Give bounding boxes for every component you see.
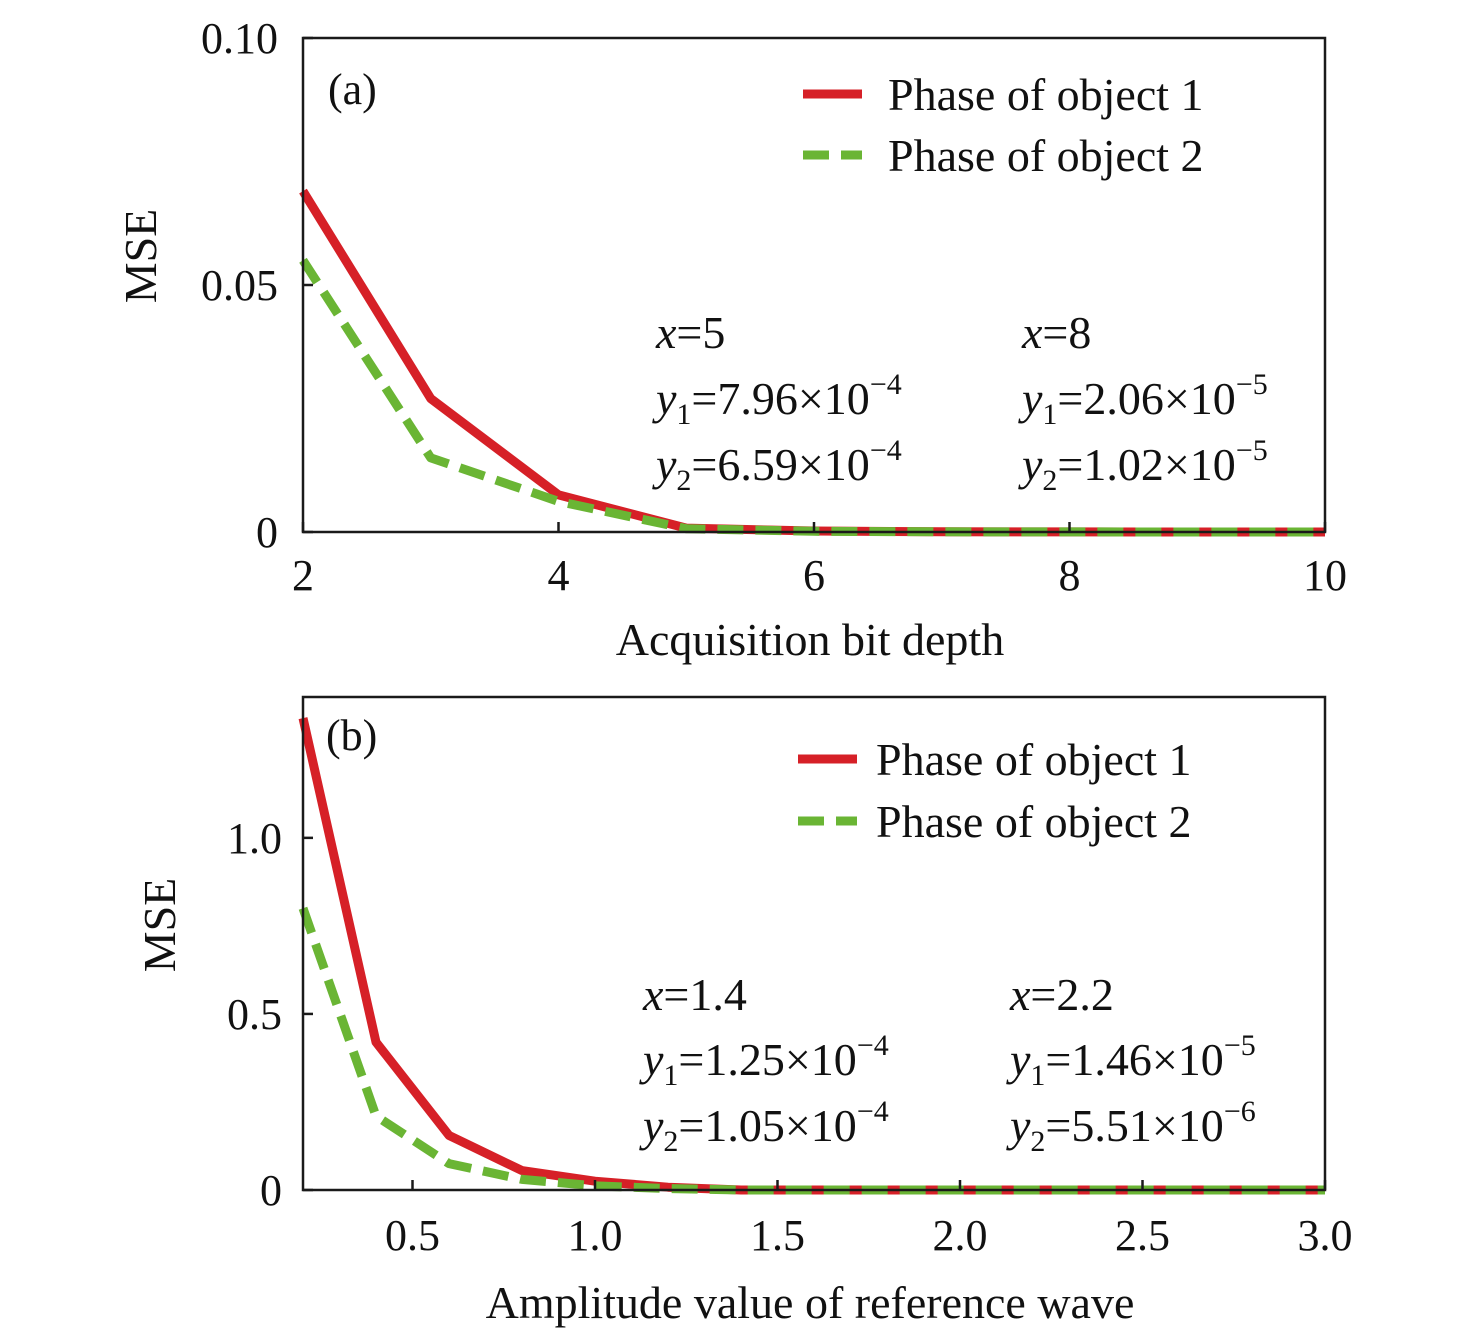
annotation-y1: y1=2.06×10−5 — [1018, 368, 1268, 431]
x-tick-label: 4 — [548, 551, 570, 600]
plot-frame — [301, 695, 1327, 1192]
legend-entry-2: Phase of object 2 — [876, 796, 1192, 847]
annotation-block: x=1.4 y1=1.25×10−4y2=1.05×10−4 — [639, 969, 889, 1158]
panel-b: 0.5 1.0 1.5 2.0 2.5 3.0 0 0.5 1.0 Amplitude value… — [134, 695, 1353, 1328]
y-tick-label: 0 — [260, 1166, 282, 1215]
annotation-x: x=5 — [655, 307, 725, 358]
annotation-y2: y2=1.05×10−4 — [639, 1095, 889, 1158]
annotation-x: x=2.2 — [1009, 969, 1114, 1020]
panel-label: (b) — [326, 711, 377, 760]
panel-label: (a) — [328, 65, 377, 114]
annotation-y2: y2=1.02×10−5 — [1018, 434, 1268, 497]
x-tick-label: 8 — [1059, 551, 1081, 600]
y-tick-label: 0.5 — [227, 990, 282, 1039]
y-tick-label: 1.0 — [227, 814, 282, 863]
x-tick-label: 2 — [292, 551, 314, 600]
annotation-y2: y2=5.51×10−6 — [1006, 1095, 1256, 1158]
legend-entry-2: Phase of object 2 — [888, 130, 1204, 181]
x-axis-label: Amplitude value of reference wave — [486, 1277, 1135, 1328]
x-tick-label: 2.0 — [933, 1211, 988, 1260]
x-tick-label: 1.0 — [568, 1211, 623, 1260]
panel-a: 2 4 6 8 10 0 0.05 0.10 Acquisition bit depth MSE (… — [115, 14, 1347, 665]
x-tick-label: 1.5 — [750, 1211, 805, 1260]
y-tick-label: 0 — [256, 508, 278, 557]
x-tick-label: 3.0 — [1298, 1211, 1353, 1260]
legend-entry-1: Phase of object 1 — [876, 734, 1192, 785]
annotation-block: x=5 y1=7.96×10−4y2=6.59×10−4 — [652, 307, 902, 497]
annotation-x: x=8 — [1021, 307, 1091, 358]
y-axis-label: MSE — [115, 209, 166, 304]
y-tick-label: 0.10 — [201, 14, 278, 63]
x-tick-label: 10 — [1303, 551, 1347, 600]
legend-entry-1: Phase of object 1 — [888, 69, 1204, 120]
y-tick-label: 0.05 — [201, 261, 278, 310]
annotation-y1: y1=1.46×10−5 — [1006, 1029, 1256, 1092]
annotation-y1: y1=1.25×10−4 — [639, 1029, 889, 1092]
annotation-x: x=1.4 — [642, 969, 747, 1020]
x-tick-label: 0.5 — [385, 1211, 440, 1260]
annotation-block: x=8 y1=2.06×10−5y2=1.02×10−5 — [1018, 307, 1268, 497]
x-tick-label: 6 — [803, 551, 825, 600]
annotation-y2: y2=6.59×10−4 — [652, 434, 902, 497]
y-axis-label: MSE — [134, 878, 185, 973]
annotation-block: x=2.2 y1=1.46×10−5y2=5.51×10−6 — [1006, 969, 1256, 1158]
annotation-y1: y1=7.96×10−4 — [652, 368, 902, 431]
x-tick-label: 2.5 — [1115, 1211, 1170, 1260]
x-axis-label: Acquisition bit depth — [616, 614, 1004, 665]
